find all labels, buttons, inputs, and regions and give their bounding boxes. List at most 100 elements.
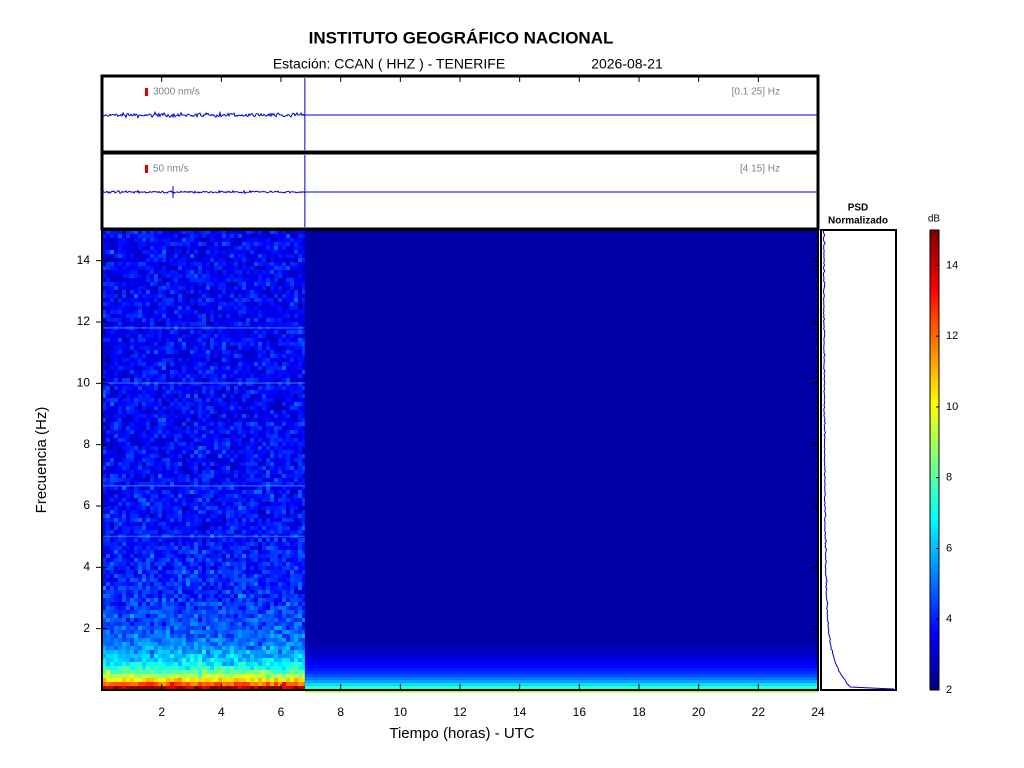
spectrogram-cell <box>134 458 139 463</box>
spectrogram-cell <box>118 458 123 463</box>
spectrogram-cell <box>146 430 151 435</box>
spectrogram-cell <box>202 598 207 603</box>
spectrogram-cell <box>270 346 275 351</box>
spectrogram-cell <box>162 374 167 379</box>
spectrogram-cell <box>178 258 183 263</box>
spectrogram-cell <box>242 358 247 363</box>
spectrogram-cell <box>222 446 227 451</box>
spectrogram-cell <box>118 346 123 351</box>
spectrogram-cell <box>102 290 107 295</box>
spectrogram-cell <box>294 474 299 479</box>
spectrogram-cell <box>230 370 235 375</box>
spectrogram-cell <box>250 514 255 519</box>
spectrogram-cell <box>254 466 259 471</box>
spectrogram-cell <box>270 242 275 247</box>
spectrogram-cell <box>230 518 235 523</box>
spectrogram-cell <box>130 490 135 495</box>
spectrogram-cell <box>246 366 251 371</box>
spectrogram-cell <box>282 502 287 507</box>
spectrogram-cell <box>186 478 191 483</box>
spectrogram-cell <box>246 390 251 395</box>
spectrogram-cell <box>102 338 107 343</box>
spectrogram-cell <box>274 490 279 495</box>
spectrogram-cell <box>202 314 207 319</box>
spectrogram-cell <box>166 402 171 407</box>
spectrogram-cell <box>234 462 239 467</box>
spectrogram-cell <box>290 446 295 451</box>
spectrogram-cell <box>226 570 231 575</box>
spectrogram-cell <box>290 610 295 615</box>
spectrogram-cell <box>206 554 211 559</box>
spectrogram-cell <box>278 254 283 259</box>
spectrogram-cell <box>134 266 139 271</box>
spectrogram-cell <box>118 370 123 375</box>
spectrogram-cell <box>202 274 207 279</box>
spectrogram-cell <box>146 398 151 403</box>
spectrogram-cell <box>226 610 231 615</box>
spectrogram-cell <box>214 606 219 611</box>
spectrogram-cell <box>214 354 219 359</box>
spectrogram-cell <box>122 458 127 463</box>
spectrogram-cell <box>234 574 239 579</box>
spectrogram-cell <box>294 258 299 263</box>
spectrogram-cell <box>298 590 303 595</box>
spectrogram-cell <box>222 406 227 411</box>
spectrogram-cell <box>282 298 287 303</box>
spectrogram-cell <box>298 406 303 411</box>
spectrogram-cell <box>286 474 291 479</box>
spectrogram-cell <box>190 278 195 283</box>
spectrogram-cell <box>202 458 207 463</box>
spectrogram-cell <box>182 350 187 355</box>
spectrogram-cell <box>262 242 267 247</box>
spectrogram-cell <box>298 490 303 495</box>
spectrogram-cell <box>166 458 171 463</box>
spectrogram-cell <box>118 294 123 299</box>
spectrogram-cell <box>202 538 207 543</box>
spectrogram-cell <box>198 570 203 575</box>
spectrogram-cell <box>266 234 271 239</box>
spectrogram-cell <box>174 294 179 299</box>
spectrogram-cell <box>126 502 131 507</box>
spectrogram-cell <box>126 290 131 295</box>
spectrogram-cell <box>226 478 231 483</box>
spectrogram-cell <box>270 462 275 467</box>
spectrogram-cell <box>138 550 143 555</box>
spectrogram-cell <box>238 562 243 567</box>
spectrogram-cell <box>258 322 263 327</box>
spectrogram-cell <box>278 434 283 439</box>
spectrogram-cell <box>282 374 287 379</box>
spectrogram-cell <box>178 566 183 571</box>
spectrogram-cell <box>150 346 155 351</box>
spectrogram-cell <box>170 390 175 395</box>
spectrogram-cell <box>138 362 143 367</box>
spectrogram-cell <box>202 518 207 523</box>
spectrogram-cell <box>110 426 115 431</box>
spectrogram-cell <box>138 426 143 431</box>
spectrogram-cell <box>222 350 227 355</box>
spectrogram-cell <box>206 446 211 451</box>
spectrogram-cell <box>214 482 219 487</box>
spectrogram-cell <box>210 478 215 483</box>
spectrogram-cell <box>106 454 111 459</box>
spectrogram-cell <box>182 238 187 243</box>
spectrogram-cell <box>190 230 195 235</box>
spectrogram-cell <box>266 362 271 367</box>
spectrogram-cell <box>270 298 275 303</box>
spectrogram-cell <box>186 386 191 391</box>
spectrogram-cell <box>290 474 295 479</box>
spectrogram-cell <box>194 562 199 567</box>
spectrogram-cell <box>290 574 295 579</box>
spectrogram-cell <box>194 602 199 607</box>
spectrogram-cell <box>178 422 183 427</box>
spectrogram-cell <box>222 262 227 267</box>
spectrogram-cell <box>298 594 303 599</box>
spectrogram-cell <box>178 378 183 383</box>
spectrogram-cell <box>190 514 195 519</box>
spectrogram-cell <box>222 286 227 291</box>
spectrogram-cell <box>254 266 259 271</box>
spectrogram-cell <box>118 590 123 595</box>
spectrogram-cell <box>254 322 259 327</box>
spectrogram-cell <box>146 442 151 447</box>
spectrogram-cell <box>162 310 167 315</box>
spectrogram-cell <box>122 426 127 431</box>
